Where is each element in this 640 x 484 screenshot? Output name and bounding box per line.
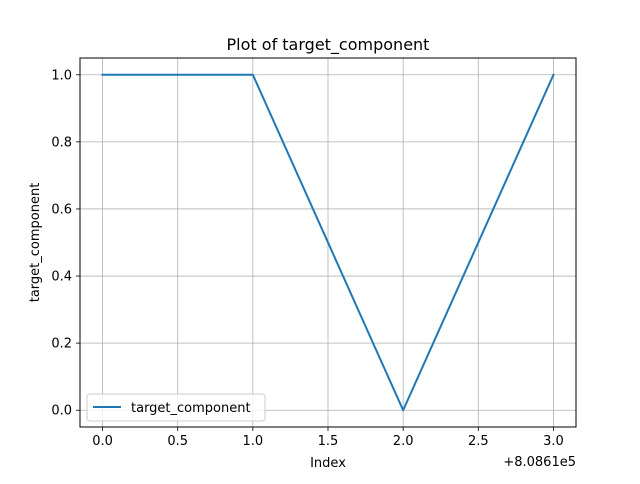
y-tick-label: 0.6: [51, 202, 72, 217]
x-tick-label: 1.0: [243, 434, 264, 449]
y-tick-label: 0.8: [51, 135, 72, 150]
legend: target_component: [86, 393, 266, 422]
x-tick-label: 2.5: [468, 434, 489, 449]
x-tick-label: 2.0: [393, 434, 414, 449]
chart-title: Plot of target_component: [227, 35, 430, 55]
y-tick-label: 1.0: [51, 68, 72, 83]
x-tick-label: 3.0: [543, 434, 564, 449]
series-line-target-component: [101, 73, 555, 412]
x-tick-label: 0.0: [92, 434, 113, 449]
series-layer: [101, 73, 555, 412]
legend-label-target-component: target_component: [131, 401, 251, 416]
y-tick-label: 0.4: [51, 270, 72, 285]
y-tick-label: 0.0: [51, 404, 72, 419]
y-axis-label: target_component: [28, 183, 43, 303]
x-axis-label: Index: [310, 456, 346, 471]
legend-box: [86, 393, 266, 422]
x-tick-label: 0.5: [167, 434, 188, 449]
x-axis-offset-label: +8.0861e5: [503, 455, 576, 470]
x-tick-label: 1.5: [318, 434, 339, 449]
y-tick-label: 0.2: [51, 337, 72, 352]
axis-ticks: 0.0 0.5 1.0 1.5 2.0 2.5 3.0 0.0 0.2 0.4 0.6 0.8 1.0: [51, 68, 563, 449]
